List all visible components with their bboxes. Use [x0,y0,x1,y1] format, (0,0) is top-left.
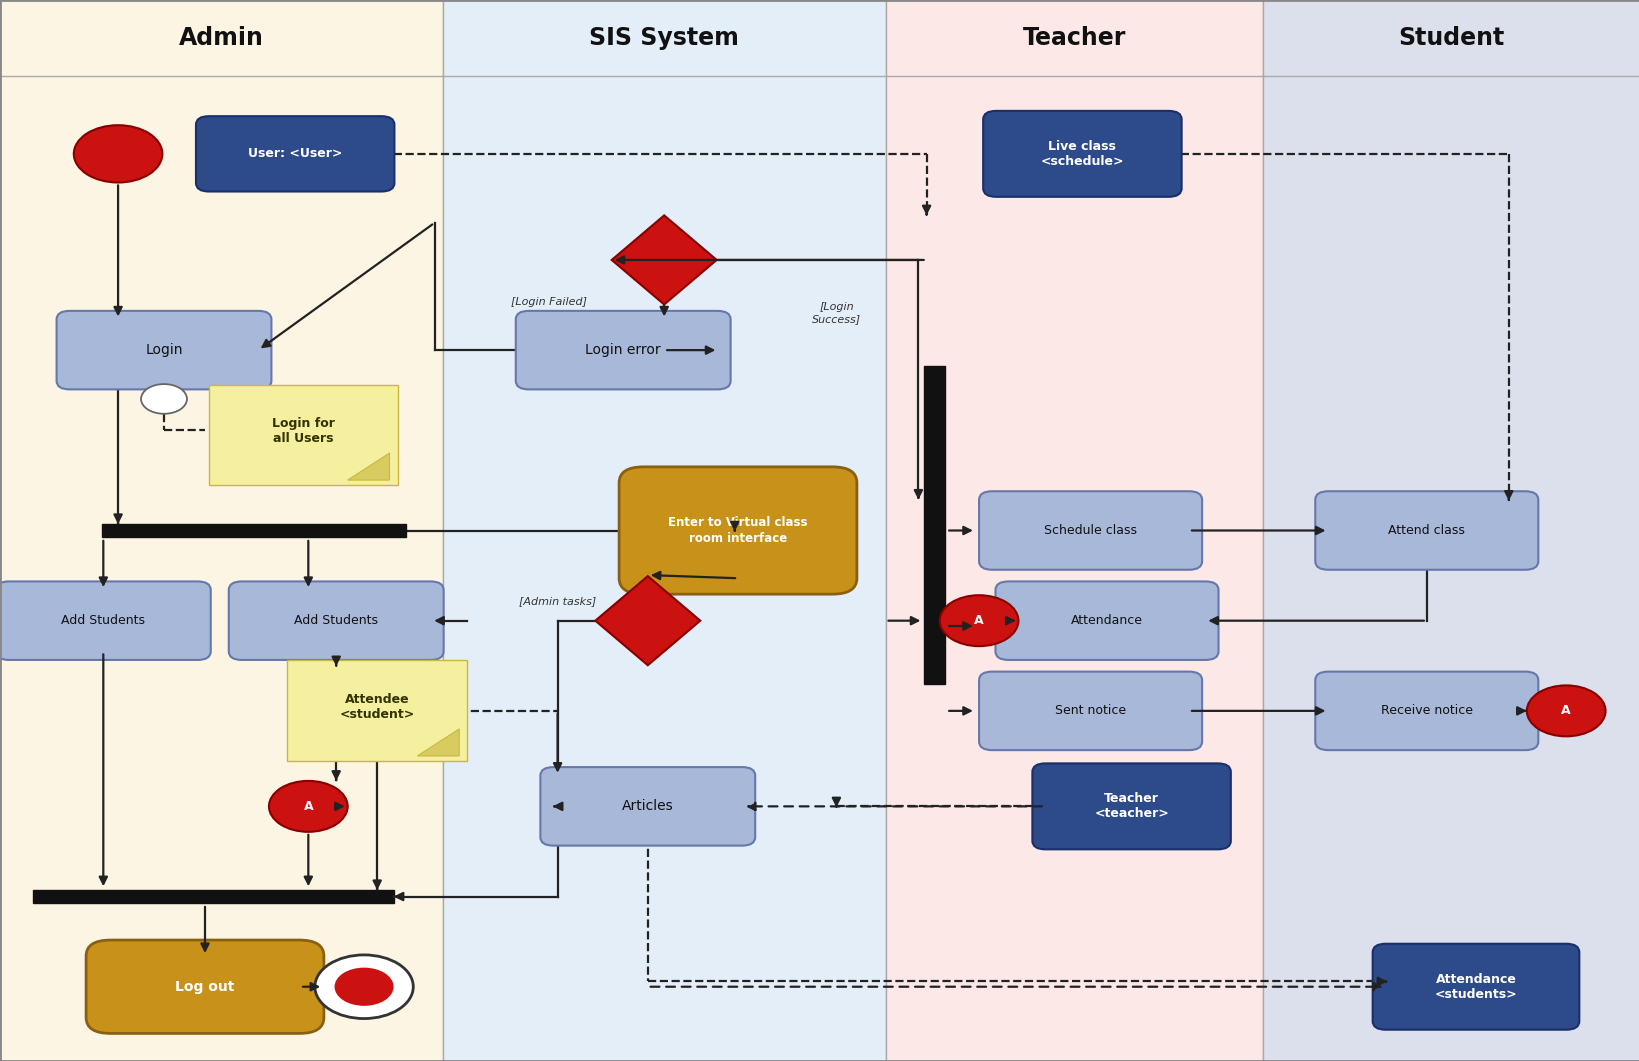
FancyBboxPatch shape [516,311,731,389]
FancyBboxPatch shape [228,581,443,660]
Text: Receive notice: Receive notice [1380,705,1472,717]
FancyBboxPatch shape [287,660,467,762]
Text: User: <User>: User: <User> [247,147,343,160]
Text: Add Students: Add Students [293,614,379,627]
Circle shape [1526,685,1605,736]
Circle shape [334,968,393,1006]
Circle shape [74,125,162,182]
FancyBboxPatch shape [1314,672,1537,750]
Text: Add Students: Add Students [61,614,146,627]
Text: Login for
all Users: Login for all Users [272,417,334,445]
FancyBboxPatch shape [620,467,856,594]
Bar [33,889,393,904]
FancyBboxPatch shape [1372,944,1578,1029]
Polygon shape [416,729,459,755]
Circle shape [315,955,413,1019]
Text: Teacher
<teacher>: Teacher <teacher> [1093,793,1169,820]
Text: [Login
Success]: [Login Success] [811,302,860,324]
Text: Student: Student [1398,27,1503,50]
FancyBboxPatch shape [56,311,272,389]
Text: A: A [1560,705,1570,717]
Circle shape [269,781,347,832]
Text: [Admin tasks]: [Admin tasks] [518,596,597,607]
Text: Attendee
<student>: Attendee <student> [339,693,415,720]
Text: Articles: Articles [621,799,674,814]
Bar [1262,0,1639,1061]
Text: Login: Login [146,343,182,358]
Text: Admin: Admin [179,27,264,50]
FancyBboxPatch shape [0,581,210,660]
FancyBboxPatch shape [978,672,1201,750]
Text: Enter to Virtual class
room interface: Enter to Virtual class room interface [667,517,808,544]
FancyBboxPatch shape [1314,491,1537,570]
Polygon shape [611,215,716,305]
Text: Attendance: Attendance [1070,614,1142,627]
Bar [102,524,406,538]
Text: Live class
<schedule>: Live class <schedule> [1041,140,1123,168]
Text: Login error: Login error [585,343,661,358]
Text: Attendance
<students>: Attendance <students> [1434,973,1516,1001]
FancyBboxPatch shape [978,491,1201,570]
FancyBboxPatch shape [541,767,754,846]
Bar [924,366,944,684]
Polygon shape [595,576,700,665]
Circle shape [939,595,1018,646]
Bar [885,0,1262,1061]
FancyBboxPatch shape [995,581,1218,660]
FancyBboxPatch shape [983,111,1180,197]
Text: Log out: Log out [175,979,234,994]
FancyBboxPatch shape [1033,764,1229,849]
FancyBboxPatch shape [197,116,395,191]
Polygon shape [347,453,390,480]
Text: Schedule class: Schedule class [1044,524,1136,537]
Text: A: A [303,800,313,813]
FancyBboxPatch shape [87,940,325,1033]
Text: Attend class: Attend class [1388,524,1464,537]
Text: Sent notice: Sent notice [1054,705,1126,717]
Text: [Login Failed]: [Login Failed] [511,297,587,308]
Circle shape [141,384,187,414]
Bar [443,0,885,1061]
FancyBboxPatch shape [210,385,397,486]
Bar [0,0,443,1061]
Text: A: A [974,614,983,627]
Text: SIS System: SIS System [588,27,739,50]
Text: Teacher: Teacher [1021,27,1126,50]
